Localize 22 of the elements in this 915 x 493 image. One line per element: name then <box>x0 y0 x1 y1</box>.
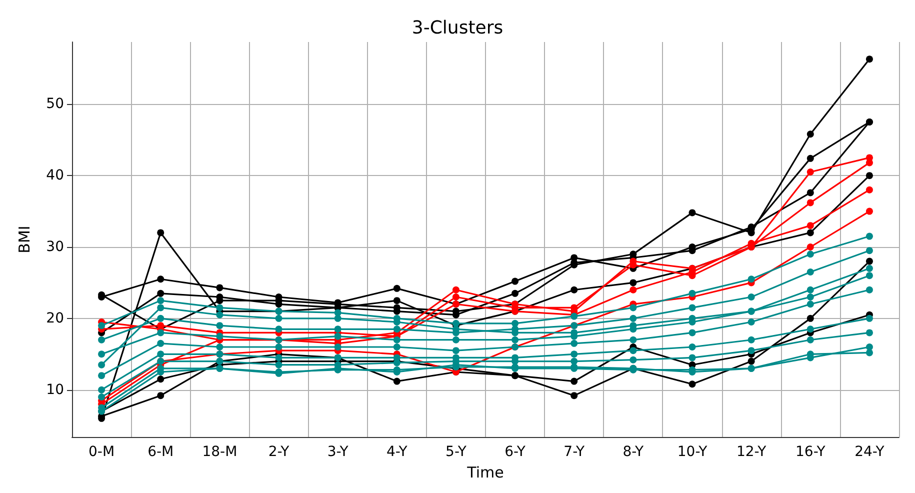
y-tick-label: 10 <box>46 382 64 398</box>
x-tick-label: 4-Y <box>386 444 408 460</box>
x-axis-title: Time <box>466 464 504 482</box>
y-axis-title: BMI <box>16 226 34 254</box>
x-tick-label: 2-Y <box>268 444 290 460</box>
x-tick-label: 12-Y <box>736 444 767 460</box>
x-tick-label: 16-Y <box>796 444 826 460</box>
x-tick-label: 10-Y <box>677 444 708 460</box>
x-tick-label: 24-Y <box>854 444 885 460</box>
y-tick-label: 20 <box>46 310 64 326</box>
x-tick-label: 8-Y <box>622 444 644 460</box>
x-tick-label: 7-Y <box>564 444 585 460</box>
y-tick-label: 30 <box>46 239 64 255</box>
x-tick-label: 3-Y <box>327 444 349 460</box>
chart-title: 3-Clusters <box>412 18 504 38</box>
y-tick-label: 50 <box>46 96 64 112</box>
x-tick-label: 6-Y <box>504 444 526 460</box>
x-tick-label: 6-M <box>148 444 174 460</box>
x-tick-label: 18-M <box>202 444 238 460</box>
x-tick-label: 5-Y <box>446 444 467 460</box>
x-tick-label: 0-M <box>88 444 115 460</box>
y-tick-label: 40 <box>46 168 64 184</box>
